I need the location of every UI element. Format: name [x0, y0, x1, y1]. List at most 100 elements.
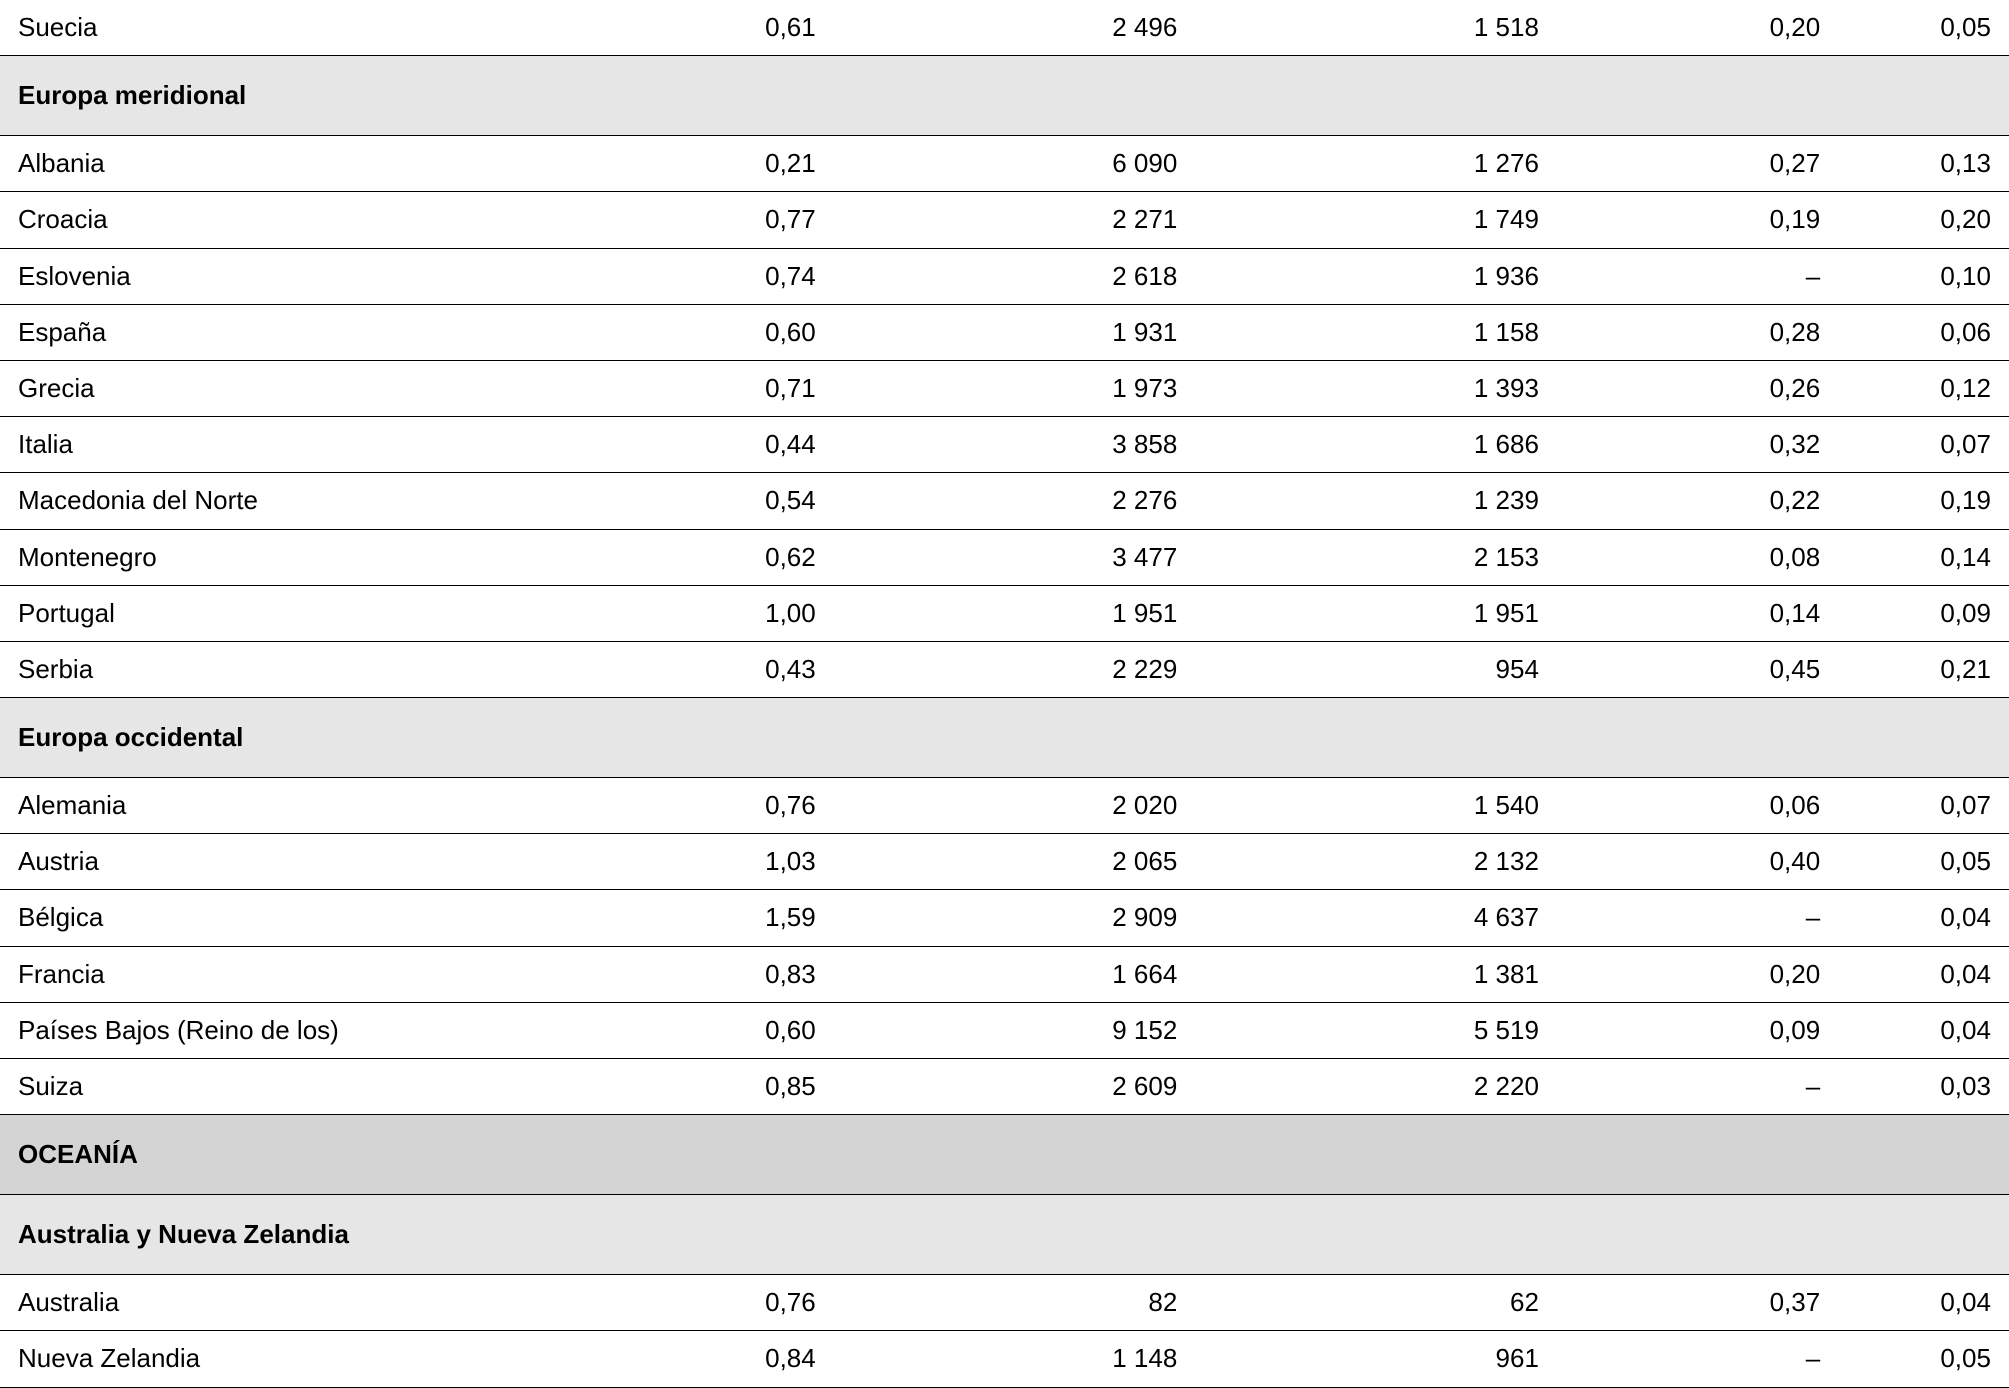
cell-col3: 1 239 — [1195, 485, 1557, 516]
cell-col1: 1,03 — [542, 846, 833, 877]
cell-col5: 0,04 — [1838, 1015, 2009, 1046]
row-label: Italia — [0, 429, 542, 460]
cell-col4: 0,37 — [1557, 1287, 1838, 1318]
cell-col1: 1,59 — [542, 902, 833, 933]
cell-col4: – — [1557, 261, 1838, 292]
cell-col4: 0,27 — [1557, 148, 1838, 179]
section-header-label: Europa meridional — [0, 68, 2009, 123]
cell-col3: 1 518 — [1195, 12, 1557, 43]
cell-col3: 1 276 — [1195, 148, 1557, 179]
cell-col1: 0,44 — [542, 429, 833, 460]
row-label: Croacia — [0, 204, 542, 235]
cell-col4: 0,20 — [1557, 12, 1838, 43]
cell-col2: 2 618 — [834, 261, 1196, 292]
cell-col4: 0,28 — [1557, 317, 1838, 348]
row-label: Suecia — [0, 12, 542, 43]
cell-col1: 1,00 — [542, 598, 833, 629]
table-row: Austria1,032 0652 1320,400,05 — [0, 834, 2009, 890]
cell-col4: 0,20 — [1557, 959, 1838, 990]
cell-col5: 0,19 — [1838, 485, 2009, 516]
cell-col4: 0,26 — [1557, 373, 1838, 404]
cell-col5: 0,07 — [1838, 429, 2009, 460]
row-label: Serbia — [0, 654, 542, 685]
table-row: Países Bajos (Reino de los)0,609 1525 51… — [0, 1003, 2009, 1059]
cell-col1: 0,77 — [542, 204, 833, 235]
cell-col2: 6 090 — [834, 148, 1196, 179]
section-header-label: OCEANÍA — [0, 1127, 2009, 1182]
cell-col5: 0,09 — [1838, 598, 2009, 629]
cell-col4: 0,40 — [1557, 846, 1838, 877]
table-row: Suiza0,852 6092 220–0,03 — [0, 1059, 2009, 1115]
cell-col4: – — [1557, 902, 1838, 933]
cell-col5: 0,10 — [1838, 261, 2009, 292]
table-row: Eslovenia0,742 6181 936–0,10 — [0, 249, 2009, 305]
cell-col2: 2 909 — [834, 902, 1196, 933]
cell-col5: 0,06 — [1838, 317, 2009, 348]
cell-col3: 954 — [1195, 654, 1557, 685]
cell-col5: 0,13 — [1838, 148, 2009, 179]
row-label: Albania — [0, 148, 542, 179]
table-row: Francia0,831 6641 3810,200,04 — [0, 947, 2009, 1003]
cell-col2: 82 — [834, 1287, 1196, 1318]
section-header: OCEANÍA — [0, 1115, 2009, 1195]
cell-col3: 1 936 — [1195, 261, 1557, 292]
table-row: Macedonia del Norte0,542 2761 2390,220,1… — [0, 473, 2009, 529]
cell-col3: 1 951 — [1195, 598, 1557, 629]
table-row: Grecia0,711 9731 3930,260,12 — [0, 361, 2009, 417]
cell-col2: 9 152 — [834, 1015, 1196, 1046]
cell-col4: 0,45 — [1557, 654, 1838, 685]
table-row: Nueva Zelandia0,841 148961–0,05 — [0, 1331, 2009, 1387]
cell-col4: 0,32 — [1557, 429, 1838, 460]
cell-col2: 2 271 — [834, 204, 1196, 235]
cell-col1: 0,61 — [542, 12, 833, 43]
cell-col3: 4 637 — [1195, 902, 1557, 933]
section-header: Europa occidental — [0, 698, 2009, 778]
cell-col2: 2 276 — [834, 485, 1196, 516]
cell-col2: 2 020 — [834, 790, 1196, 821]
row-label: Austria — [0, 846, 542, 877]
table-row: Portugal1,001 9511 9510,140,09 — [0, 586, 2009, 642]
cell-col4: 0,09 — [1557, 1015, 1838, 1046]
cell-col1: 0,60 — [542, 1015, 833, 1046]
cell-col2: 2 229 — [834, 654, 1196, 685]
row-label: Alemania — [0, 790, 542, 821]
cell-col1: 0,21 — [542, 148, 833, 179]
cell-col3: 1 540 — [1195, 790, 1557, 821]
cell-col2: 1 664 — [834, 959, 1196, 990]
cell-col1: 0,74 — [542, 261, 833, 292]
cell-col1: 0,60 — [542, 317, 833, 348]
section-header: Europa meridional — [0, 56, 2009, 136]
row-label: Australia — [0, 1287, 542, 1318]
row-label: Francia — [0, 959, 542, 990]
section-header-label: Australia y Nueva Zelandia — [0, 1207, 2009, 1262]
cell-col4: 0,19 — [1557, 204, 1838, 235]
cell-col1: 0,71 — [542, 373, 833, 404]
cell-col5: 0,07 — [1838, 790, 2009, 821]
cell-col5: 0,04 — [1838, 1287, 2009, 1318]
cell-col3: 1 686 — [1195, 429, 1557, 460]
data-table: Suecia0,612 4961 5180,200,05Europa merid… — [0, 0, 2009, 1388]
row-label: España — [0, 317, 542, 348]
cell-col2: 3 477 — [834, 542, 1196, 573]
table-row: Serbia0,432 2299540,450,21 — [0, 642, 2009, 698]
cell-col3: 2 132 — [1195, 846, 1557, 877]
cell-col1: 0,85 — [542, 1071, 833, 1102]
table-row: Albania0,216 0901 2760,270,13 — [0, 136, 2009, 192]
cell-col3: 1 381 — [1195, 959, 1557, 990]
cell-col3: 1 393 — [1195, 373, 1557, 404]
cell-col1: 0,83 — [542, 959, 833, 990]
row-label: Macedonia del Norte — [0, 485, 542, 516]
cell-col3: 2 153 — [1195, 542, 1557, 573]
table-row: España0,601 9311 1580,280,06 — [0, 305, 2009, 361]
cell-col2: 3 858 — [834, 429, 1196, 460]
row-label: Bélgica — [0, 902, 542, 933]
cell-col1: 0,43 — [542, 654, 833, 685]
cell-col1: 0,62 — [542, 542, 833, 573]
cell-col5: 0,12 — [1838, 373, 2009, 404]
cell-col3: 5 519 — [1195, 1015, 1557, 1046]
cell-col2: 1 951 — [834, 598, 1196, 629]
table-row: Montenegro0,623 4772 1530,080,14 — [0, 530, 2009, 586]
cell-col1: 0,76 — [542, 790, 833, 821]
table-row: Alemania0,762 0201 5400,060,07 — [0, 778, 2009, 834]
cell-col5: 0,20 — [1838, 204, 2009, 235]
